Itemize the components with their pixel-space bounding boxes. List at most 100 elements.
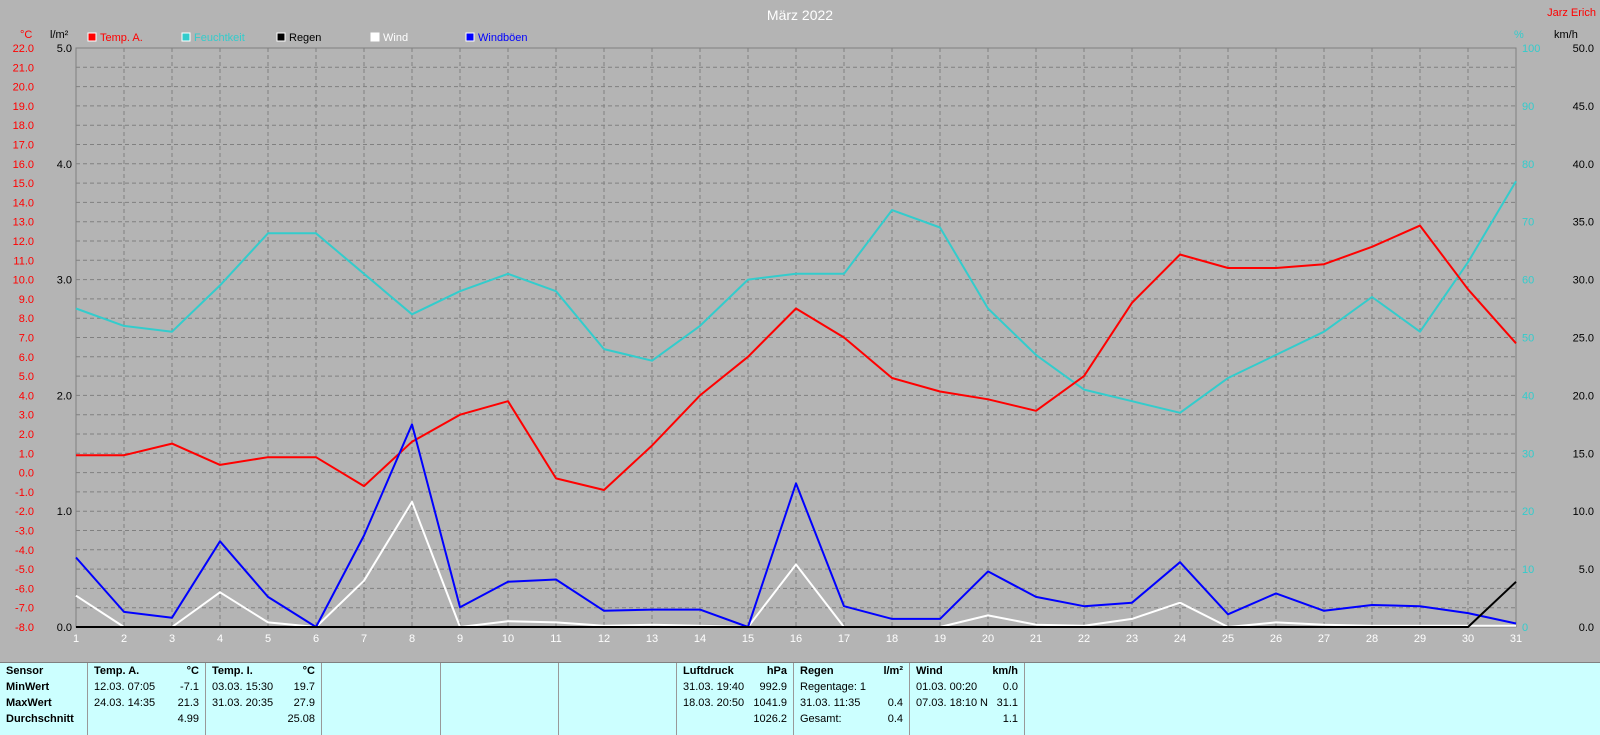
day-tick-label: 1 bbox=[73, 633, 79, 645]
day-tick-label: 20 bbox=[982, 633, 994, 645]
temp-tick-label: 2.0 bbox=[19, 429, 34, 441]
rain-tick-label: 3.0 bbox=[57, 275, 72, 287]
temp-tick-label: -7.0 bbox=[15, 603, 34, 615]
temp-i-avg-row: 25.08 bbox=[212, 711, 315, 727]
rain-label: Regen bbox=[800, 665, 834, 677]
legend-swatch-gust bbox=[466, 33, 474, 41]
humidity-tick-label: 30 bbox=[1522, 448, 1534, 460]
day-tick-label: 15 bbox=[742, 633, 754, 645]
day-tick-label: 30 bbox=[1462, 633, 1474, 645]
day-tick-label: 17 bbox=[838, 633, 850, 645]
humidity-tick-label: 0 bbox=[1522, 622, 1528, 634]
temp-a-label: Temp. A. bbox=[94, 665, 139, 677]
temp-tick-label: 5.0 bbox=[19, 371, 34, 383]
stats-max-label: MaxWert bbox=[6, 695, 81, 711]
legend-label-rain: Regen bbox=[289, 32, 321, 44]
stats-empty-column-2 bbox=[441, 663, 559, 735]
temp-tick-label: -3.0 bbox=[15, 526, 34, 538]
temp-tick-label: 18.0 bbox=[13, 120, 34, 132]
weather-chart: 22.021.020.019.018.017.016.015.014.013.0… bbox=[0, 0, 1600, 656]
humidity-tick-label: 70 bbox=[1522, 217, 1534, 229]
legend-swatch-wind bbox=[371, 33, 379, 41]
rain-total-value: 0.4 bbox=[888, 711, 903, 727]
wind-tick-label: 40.0 bbox=[1573, 159, 1594, 171]
wind-axis: 50.045.040.035.030.025.020.015.010.05.00… bbox=[1573, 43, 1594, 634]
temp-tick-label: 0.0 bbox=[19, 468, 34, 480]
temp-tick-label: 10.0 bbox=[13, 275, 34, 287]
temp-tick-label: 11.0 bbox=[13, 255, 34, 267]
rain-total-row: Gesamt: 0.4 bbox=[800, 711, 903, 727]
humidity-tick-label: 10 bbox=[1522, 564, 1534, 576]
stats-empty-column-1 bbox=[322, 663, 441, 735]
temp-tick-label: -1.0 bbox=[15, 487, 34, 499]
rain-total-label: Gesamt: bbox=[800, 713, 842, 725]
wind-unit-label: km/h bbox=[1554, 29, 1578, 41]
temp-tick-label: 13.0 bbox=[13, 217, 34, 229]
wind-min-value: 0.0 bbox=[1003, 679, 1018, 695]
wind-unit: km/h bbox=[992, 663, 1018, 679]
rain-header: Regen l/m² bbox=[800, 663, 903, 679]
temp-tick-label: -4.0 bbox=[15, 545, 34, 557]
day-tick-label: 6 bbox=[313, 633, 319, 645]
chart-title: März 2022 bbox=[767, 7, 833, 23]
temp-tick-label: 21.0 bbox=[13, 62, 34, 74]
pressure-avg-value: 1026.2 bbox=[753, 711, 787, 727]
temp-tick-label: 1.0 bbox=[19, 448, 34, 460]
temp-a-min-row: 12.03. 07:05-7.1 bbox=[94, 679, 199, 695]
temp-a-unit: °C bbox=[187, 663, 199, 679]
temp-i-unit: °C bbox=[303, 663, 315, 679]
temp-tick-label: 7.0 bbox=[19, 333, 34, 345]
pressure-label: Luftdruck bbox=[683, 665, 734, 677]
temp-tick-label: 20.0 bbox=[13, 82, 34, 94]
temp-tick-label: 16.0 bbox=[13, 159, 34, 171]
humidity-tick-label: 40 bbox=[1522, 390, 1534, 402]
rain-axis: 5.04.03.02.01.00.0 bbox=[57, 43, 72, 634]
stats-avg-label: Durchschnitt bbox=[6, 711, 81, 727]
humidity-tick-label: 100 bbox=[1522, 43, 1540, 55]
day-tick-label: 22 bbox=[1078, 633, 1090, 645]
wind-tick-label: 20.0 bbox=[1573, 390, 1594, 402]
day-tick-label: 8 bbox=[409, 633, 415, 645]
day-tick-label: 31 bbox=[1510, 633, 1522, 645]
legend-swatch-temp bbox=[88, 33, 96, 41]
wind-avg-value: 1.1 bbox=[1003, 711, 1018, 727]
wind-avg-row: 1.1 bbox=[916, 711, 1018, 727]
legend-label-temp: Temp. A. bbox=[100, 32, 143, 44]
humidity-tick-label: 50 bbox=[1522, 333, 1534, 345]
temp-tick-label: 6.0 bbox=[19, 352, 34, 364]
temp-a-max-date: 24.03. 14:35 bbox=[94, 697, 155, 709]
temp-axis: 22.021.020.019.018.017.016.015.014.013.0… bbox=[13, 43, 34, 634]
legend: Temp. A. Feuchtkeit Regen Wind Windböen bbox=[88, 32, 528, 44]
humidity-tick-label: 20 bbox=[1522, 506, 1534, 518]
day-tick-label: 3 bbox=[169, 633, 175, 645]
temp-tick-label: 4.0 bbox=[19, 390, 34, 402]
temp-tick-label: 12.0 bbox=[13, 236, 34, 248]
temp-a-avg-value: 4.99 bbox=[178, 711, 199, 727]
temp-tick-label: 8.0 bbox=[19, 313, 34, 325]
stats-sensor-column: Sensor MinWert MaxWert Durchschnitt bbox=[0, 663, 88, 735]
temp-i-header: Temp. I. °C bbox=[212, 663, 315, 679]
temp-tick-label: 19.0 bbox=[13, 101, 34, 113]
day-tick-label: 27 bbox=[1318, 633, 1330, 645]
temp-i-label: Temp. I. bbox=[212, 665, 253, 677]
humidity-tick-label: 90 bbox=[1522, 101, 1534, 113]
humidity-unit-label: % bbox=[1514, 29, 1524, 41]
pressure-min-date: 31.03. 19:40 bbox=[683, 681, 744, 693]
stats-empty-column-3 bbox=[559, 663, 677, 735]
wind-max-direction: N bbox=[980, 695, 988, 711]
rain-days: Regentage: 1 bbox=[800, 681, 866, 693]
wind-tick-label: 5.0 bbox=[1579, 564, 1594, 576]
temp-a-min-date: 12.03. 07:05 bbox=[94, 681, 155, 693]
rain-days-row: Regentage: 1 bbox=[800, 679, 903, 695]
wind-tick-label: 35.0 bbox=[1573, 217, 1594, 229]
wind-tick-label: 10.0 bbox=[1573, 506, 1594, 518]
day-tick-label: 10 bbox=[502, 633, 514, 645]
temp-i-min-value: 19.7 bbox=[294, 679, 315, 695]
rain-unit: l/m² bbox=[883, 663, 903, 679]
